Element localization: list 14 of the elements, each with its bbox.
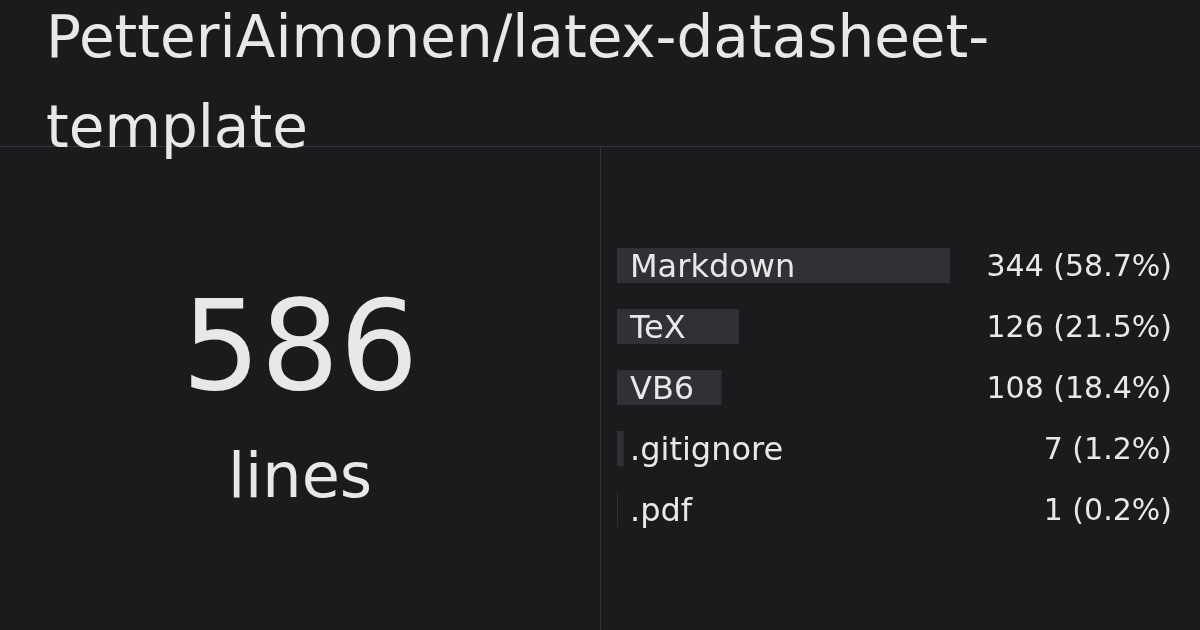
data-label: 108 (18.4%) [986, 370, 1172, 405]
text: 586 [180, 274, 420, 418]
y-tick-label: Markdown [630, 246, 796, 285]
bar [617, 431, 624, 466]
y-tick-label: .pdf [630, 490, 693, 529]
y-tick-label: VB6 [630, 368, 695, 407]
data-label: 1 (0.2%) [1043, 492, 1172, 527]
y-tick-label: .gitignore [630, 429, 784, 468]
data-label: 126 (21.5%) [986, 309, 1172, 344]
y-tick-label: TeX [629, 307, 686, 346]
data-label: 7 (1.2%) [1043, 431, 1172, 466]
data-label: 344 (58.7%) [986, 248, 1172, 283]
text: PetteriAimonen/latex-datasheet-template [46, 2, 991, 163]
text: lines [226, 438, 374, 514]
